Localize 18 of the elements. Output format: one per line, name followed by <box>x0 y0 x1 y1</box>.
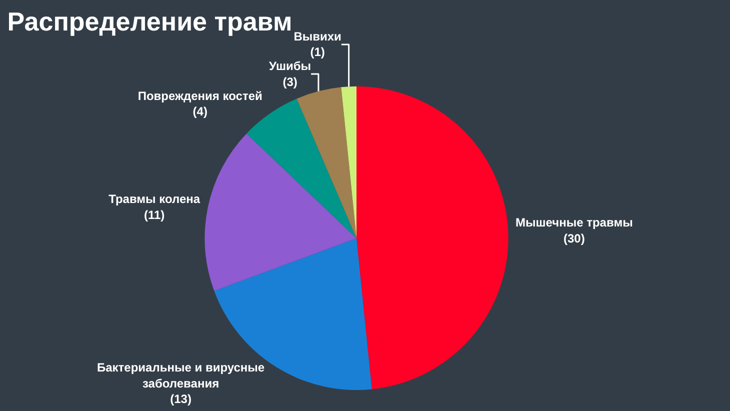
chart-title: Распределение травм <box>7 6 292 37</box>
slice-label: Вывихи <box>294 30 342 44</box>
data-label: (4) <box>192 104 208 118</box>
slice-label: Ушибы <box>269 59 312 74</box>
data-label: (3) <box>282 74 298 89</box>
data-label: (30) <box>563 231 585 246</box>
pie-slice <box>356 86 508 390</box>
data-label: (1) <box>310 45 325 60</box>
data-label: (11) <box>144 208 165 222</box>
pie-slice <box>246 98 356 238</box>
pie-slice <box>296 87 356 238</box>
pie-slice <box>341 86 356 238</box>
slice-label: Мышечные травмы <box>516 216 633 230</box>
pie-slice <box>204 134 356 291</box>
slice-label: Травмы колена <box>108 192 200 206</box>
data-label: (13) <box>170 392 192 406</box>
slice-label: Бактериальные и вирусные заболевания <box>96 360 265 390</box>
slice-label: Повреждения костей <box>138 88 262 103</box>
